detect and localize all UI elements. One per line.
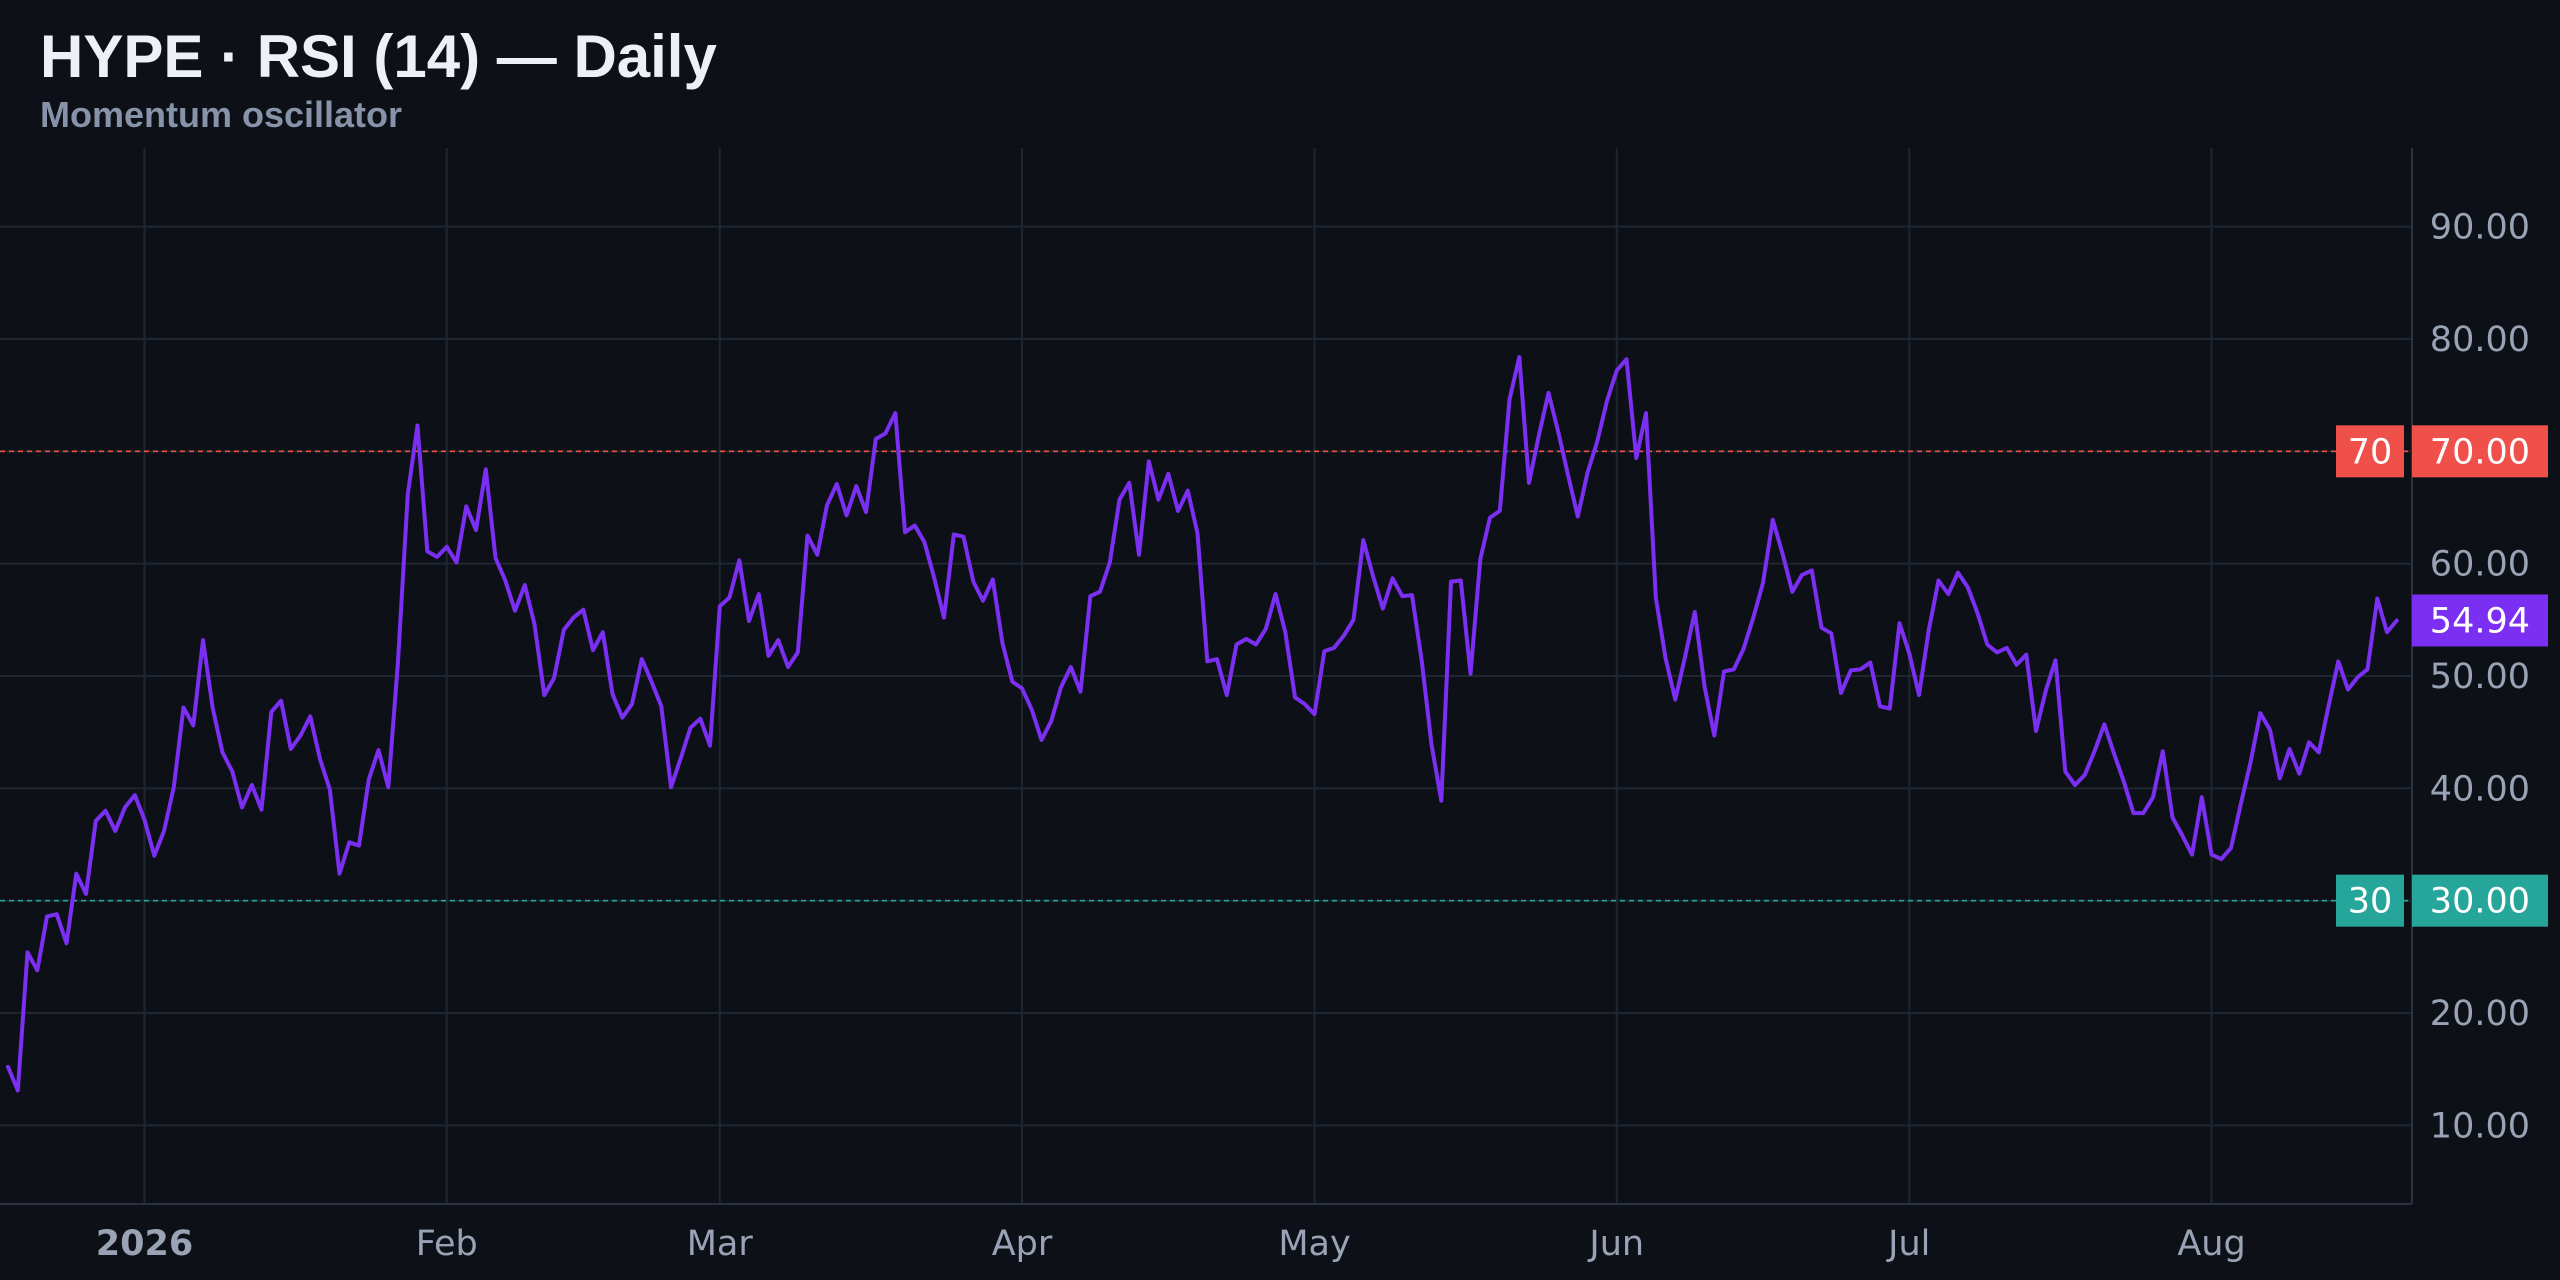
rsi-series-line [6, 355, 2399, 1093]
x-tick-label: Aug [2177, 1224, 2245, 1264]
y-axis: 10.00 20.00 30.00 40.00 50.00 60.00 70.00 80.00… [2430, 208, 2530, 1147]
y-tick-label: 40.00 [2430, 769, 2530, 809]
reference-label: 30 [2348, 882, 2393, 922]
reference-axis-label: 30.00 [2430, 882, 2530, 922]
reference-axis-badge [2412, 874, 2548, 927]
reference-label-badge [2336, 874, 2404, 927]
x-tick-label: Mar [687, 1224, 754, 1264]
x-tick-label: Jun [1587, 1224, 1644, 1264]
badge-layer: 70 70.00 30 30.00 54.94 [2336, 425, 2548, 927]
x-tick-label: Jul [1886, 1224, 1930, 1264]
chart-title: HYPE · RSI (14) — Daily [40, 23, 717, 90]
last-value-badge [2412, 594, 2548, 647]
y-tick-label: 50.00 [2430, 657, 2530, 697]
y-tick-label: 80.00 [2430, 320, 2530, 360]
reference-axis-badge [2412, 425, 2548, 478]
y-tick-label: 90.00 [2430, 208, 2530, 248]
x-axis: 2026 Feb Mar Apr May Jun Jul Aug [96, 1224, 2246, 1264]
y-tick-label: 20.00 [2430, 994, 2530, 1034]
chart-subtitle: Momentum oscillator [40, 94, 403, 135]
x-tick-label: Apr [992, 1224, 1053, 1264]
axis-frame [0, 148, 2413, 1205]
x-tick-label: May [1278, 1224, 1350, 1264]
series-layer [6, 355, 2399, 1093]
y-tick-label: 60.00 [2430, 545, 2530, 585]
reference-label-badge [2336, 425, 2404, 478]
reference-axis-label: 70.00 [2430, 432, 2530, 472]
reference-label: 70 [2348, 432, 2393, 472]
y-tick-label: 10.00 [2430, 1106, 2530, 1146]
reference-lines [0, 450, 2412, 902]
last-value-label: 54.94 [2430, 602, 2530, 642]
x-tick-label: 2026 [96, 1224, 193, 1264]
x-tick-label: Feb [416, 1224, 478, 1264]
